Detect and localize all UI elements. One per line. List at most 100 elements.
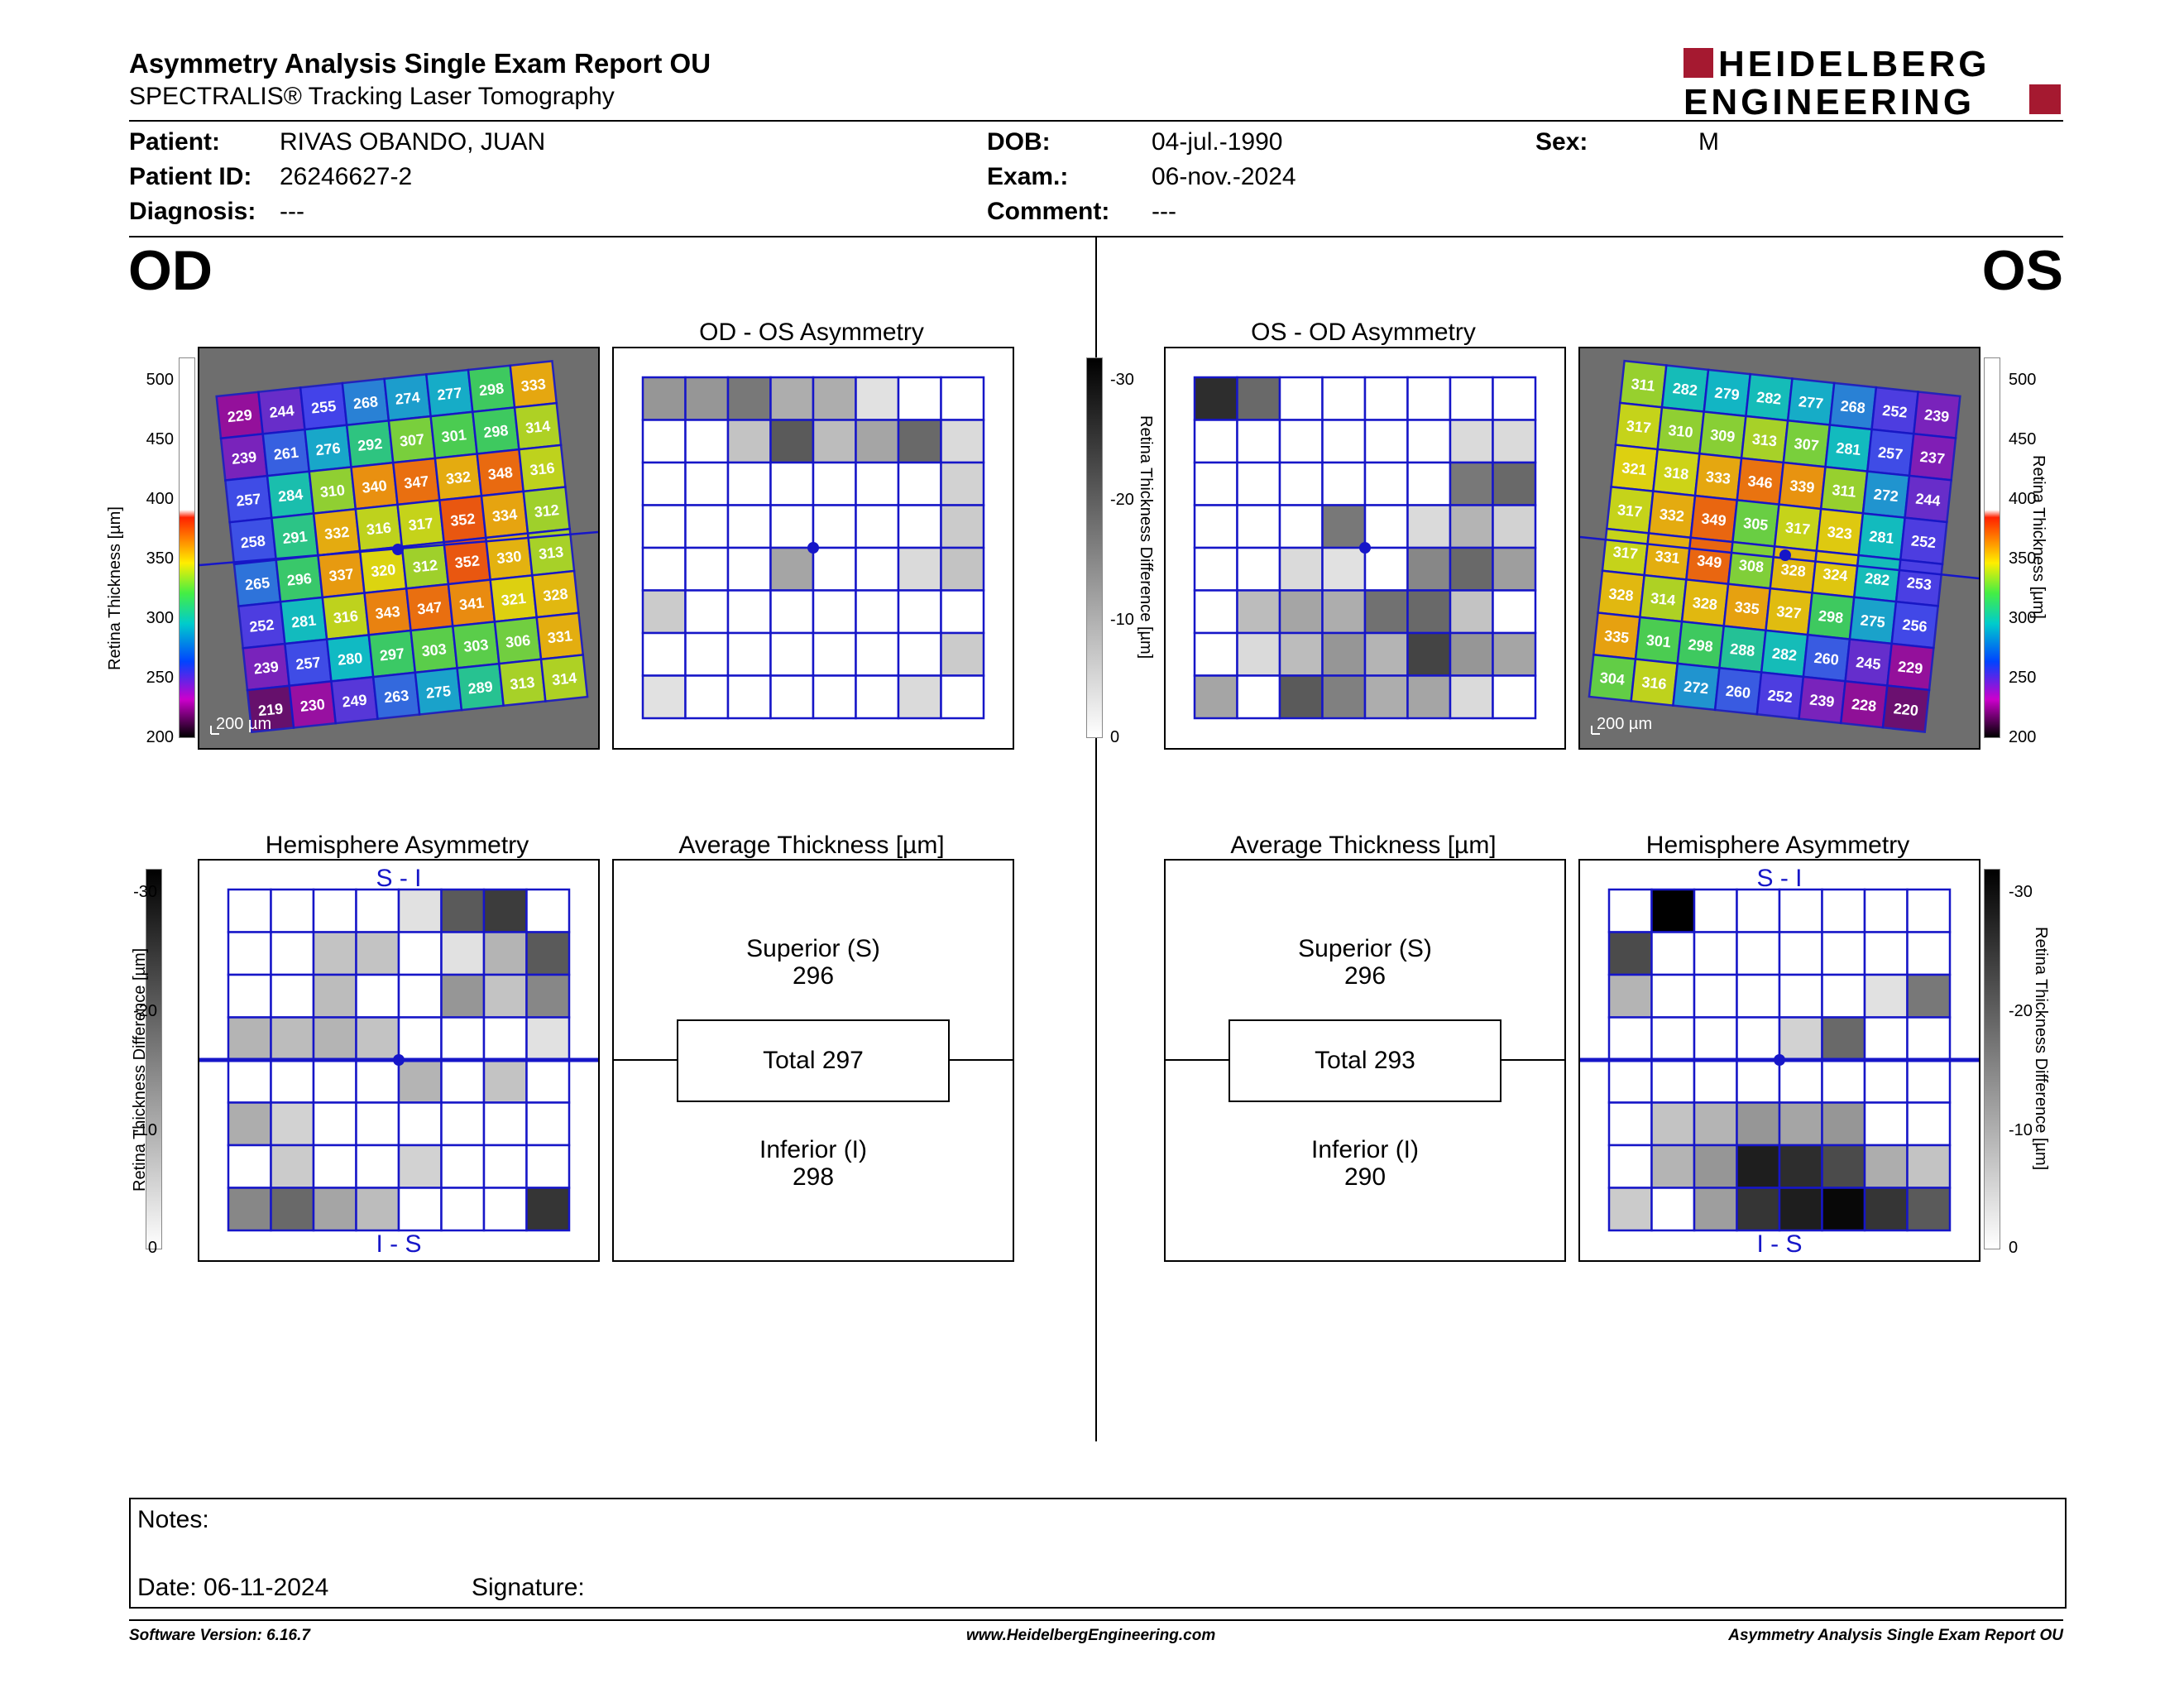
grid-cell: [1492, 376, 1537, 421]
thickness-value: 312: [534, 501, 560, 520]
thickness-value: 348: [487, 464, 514, 483]
grid-cell: [1906, 1101, 1952, 1147]
thickness-value: 298: [1818, 607, 1844, 626]
thickness-value: 332: [1659, 506, 1685, 525]
thickness-value: 328: [1780, 561, 1807, 580]
thickness-value: 260: [1813, 650, 1840, 669]
tick-label: 200: [2009, 728, 2037, 746]
grid-cell: [769, 589, 815, 635]
od-hemi-colorbar: [146, 869, 162, 1249]
grid-cell: [940, 631, 985, 677]
thickness-value: 298: [482, 422, 509, 441]
grid-cell: [525, 1058, 571, 1104]
thickness-value: 239: [1808, 691, 1835, 710]
grid-cell: [1607, 931, 1653, 976]
thickness-value: 317: [408, 515, 434, 534]
tick-label: 350: [2009, 549, 2037, 568]
tick-label: -30: [133, 883, 157, 901]
thickness-value: 323: [1827, 523, 1853, 542]
thickness-value: 312: [412, 557, 438, 576]
grid-cell: [855, 631, 900, 677]
grid-cell: [525, 1187, 571, 1232]
logo-text-2: ENGINEERING: [1684, 82, 1975, 119]
grid-cell: [684, 376, 730, 421]
grid-cell: [1321, 419, 1367, 464]
grid-cell: [897, 589, 942, 635]
grid-cell: [227, 1016, 272, 1062]
thickness-value: 274: [395, 389, 421, 408]
grid-cell: [855, 546, 900, 592]
grid-cell: [227, 931, 272, 976]
tick-label: 450: [146, 430, 174, 448]
grid-cell: [397, 1144, 443, 1189]
grid-cell: [270, 931, 315, 976]
tick-label: 0: [1110, 728, 1120, 746]
thickness-value: 245: [1856, 654, 1882, 673]
grid-cell: [1821, 931, 1866, 976]
grid-cell: [1778, 1016, 1823, 1062]
grid-cell: [1906, 1058, 1952, 1104]
thickness-value: 347: [403, 472, 429, 492]
grid-cell: [397, 973, 443, 1019]
grid-cell: [1778, 973, 1823, 1019]
grid-cell: [482, 1187, 528, 1232]
os-asym-title: OS - OD Asymmetry: [1251, 319, 1476, 346]
od-superior-label: Superior (S): [746, 935, 880, 962]
thickness-value: 260: [1725, 683, 1751, 702]
grid-cell: [1778, 931, 1823, 976]
grid-cell: [1236, 504, 1281, 549]
od-thickness-ticks: 500 450 400 350 300 250 200: [132, 364, 174, 753]
thickness-value: 281: [1869, 528, 1895, 547]
grid-cell: [641, 546, 687, 592]
hemi-bottom-label: I - S: [1756, 1230, 1802, 1258]
website-link[interactable]: www.HeidelbergEngineering.com: [966, 1627, 1216, 1644]
grid-cell: [1607, 1101, 1653, 1147]
thickness-value: 333: [1705, 468, 1731, 487]
grid-cell: [1406, 631, 1452, 677]
thickness-value: 282: [1864, 570, 1890, 589]
grid-cell: [397, 1101, 443, 1147]
od-asymmetry-grid: [641, 376, 985, 720]
od-hemi-title: Hemisphere Asymmetry: [265, 832, 529, 859]
grid-cell: [1449, 674, 1494, 720]
grid-cell: [641, 419, 687, 464]
os-hemi-ticks: -30 -20 -10 0: [2009, 873, 2050, 1262]
thickness-value: 281: [1835, 439, 1861, 458]
grid-cell: [1449, 376, 1494, 421]
thickness-value: 220: [1893, 700, 1919, 719]
grid-cell: [1821, 1058, 1866, 1104]
grid-cell: [440, 1187, 486, 1232]
grid-cell: [440, 1144, 486, 1189]
od-hemi-ticks: -30 -20 -10 0: [124, 873, 157, 1262]
thickness-value: 301: [441, 426, 467, 445]
os-inferior-value: 290: [1343, 1163, 1387, 1191]
grid-cell: [684, 546, 730, 592]
grid-cell: [1863, 1144, 1909, 1189]
thickness-value: 255: [310, 398, 337, 417]
grid-cell: [1736, 931, 1781, 976]
tick-label: 400: [2009, 490, 2037, 508]
grid-cell: [227, 1187, 272, 1232]
grid-cell: [1863, 1016, 1909, 1062]
thickness-value: 258: [240, 532, 266, 551]
comment-value: ---: [1152, 198, 1176, 225]
thickness-value: 332: [445, 468, 472, 487]
thickness-value: 276: [315, 439, 342, 458]
grid-cell: [684, 504, 730, 549]
grid-cell: [1863, 973, 1909, 1019]
thickness-value: 314: [524, 418, 551, 437]
os-superior-label: Superior (S): [1298, 935, 1432, 962]
thickness-value: 275: [425, 683, 452, 702]
grid-cell: [897, 631, 942, 677]
grid-cell: [1363, 674, 1409, 720]
tick-label: -10: [1110, 611, 1134, 629]
thickness-value: 311: [1832, 482, 1857, 501]
grid-cell: [726, 419, 772, 464]
grid-cell: [1449, 546, 1494, 592]
grid-cell: [769, 674, 815, 720]
grid-cell: [726, 461, 772, 506]
grid-cell: [769, 419, 815, 464]
grid-cell: [270, 1187, 315, 1232]
grid-cell: [482, 888, 528, 933]
grid-cell: [1406, 461, 1452, 506]
